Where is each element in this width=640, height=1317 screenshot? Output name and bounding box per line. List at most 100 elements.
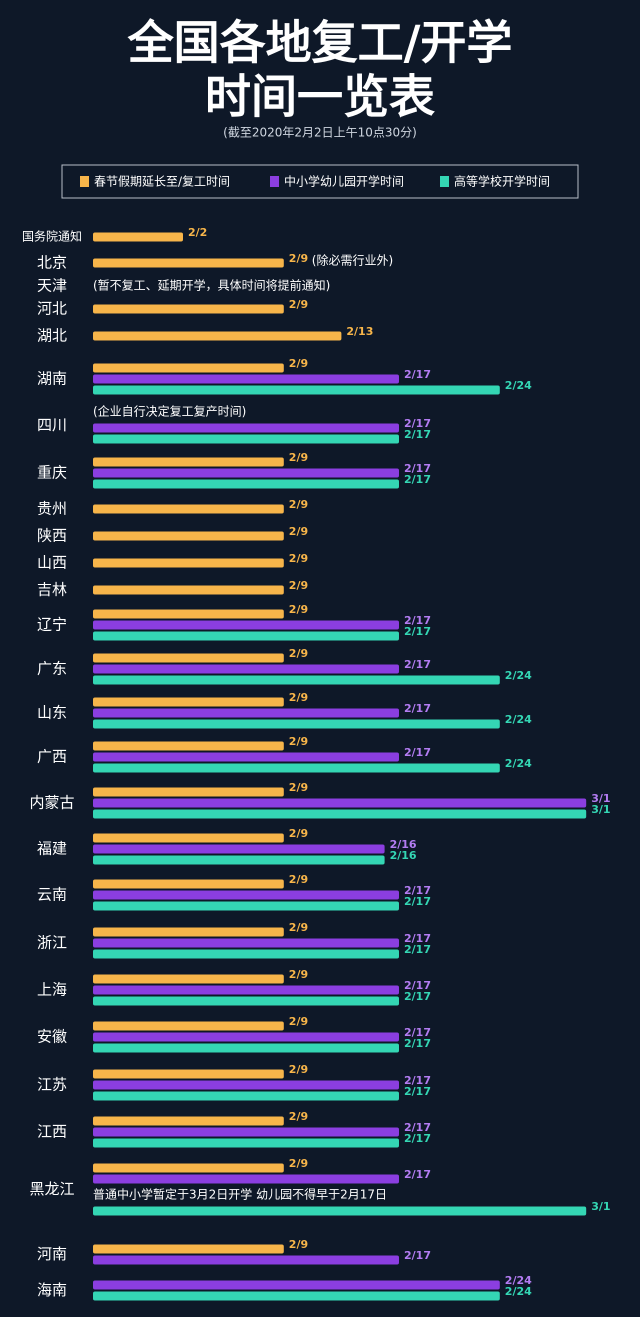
bar (93, 385, 500, 395)
bar (93, 1206, 587, 1216)
bar (93, 1080, 399, 1090)
bar (93, 890, 399, 900)
value-label: 2/9 (289, 921, 308, 934)
bar (93, 938, 399, 948)
value-label: 2/9 (289, 968, 308, 981)
row-label: 山东 (37, 704, 67, 722)
row-label: 浙江 (37, 934, 67, 952)
bar (93, 1127, 399, 1137)
value-label: 2/24 (505, 757, 532, 770)
bar (93, 901, 399, 911)
value-label: 2/17 (404, 658, 431, 671)
value-label: 2/17 (404, 884, 431, 897)
value-label: 2/17 (404, 1249, 431, 1262)
legend-label: 高等学校开学时间 (454, 174, 550, 189)
note: (暂不复工、延期开学，具体时间将提前通知) (93, 278, 330, 293)
value-label: 2/9 (289, 1063, 308, 1076)
bar (93, 363, 284, 373)
row-label: 云南 (37, 886, 67, 904)
row-label: 吉林 (37, 581, 67, 599)
bar (93, 1091, 399, 1101)
value-label: 2/9 (289, 498, 308, 511)
row-label: 重庆 (37, 464, 67, 482)
value-label: 2/2 (188, 226, 207, 239)
bar (93, 1280, 500, 1290)
bar (93, 468, 399, 478)
legend-label: 中小学幼儿园开学时间 (284, 174, 404, 189)
bar (93, 558, 284, 568)
bar (93, 331, 342, 341)
value-label: 2/17 (404, 1085, 431, 1098)
row-label: 上海 (37, 981, 67, 999)
value-label: 2/9 (289, 579, 308, 592)
value-label: 3/1 (591, 792, 610, 805)
row-label: 四川 (37, 416, 67, 434)
value-label: 2/17 (404, 943, 431, 956)
value-label: 2/24 (505, 1285, 532, 1298)
bar (93, 258, 284, 268)
bar (93, 809, 587, 819)
value-label: 2/9 (289, 1015, 308, 1028)
row-label: 安徽 (37, 1028, 67, 1046)
value-label: 2/17 (404, 746, 431, 759)
value-label: 2/9 (289, 691, 308, 704)
legend-swatch (440, 176, 449, 187)
row-label: 内蒙古 (29, 794, 74, 812)
row-label: 山西 (37, 554, 67, 572)
value-label: 2/17 (404, 1168, 431, 1181)
row-label: 贵州 (37, 500, 67, 518)
bar (93, 708, 399, 718)
bar (93, 675, 500, 685)
bar (93, 232, 183, 242)
bar (93, 504, 284, 514)
legend-box (61, 164, 579, 199)
row-label: 黑龙江 (29, 1180, 74, 1198)
value-label: 2/24 (505, 1274, 532, 1287)
value-label: 2/16 (390, 849, 417, 862)
value-label: 2/13 (346, 325, 373, 338)
value-label: 2/17 (404, 990, 431, 1003)
chart-title-line2: 时间一览表 (205, 70, 435, 124)
row-label: 河北 (37, 300, 67, 318)
row-label: 江苏 (37, 1076, 67, 1094)
value-label: 2/9 (289, 1238, 308, 1251)
bar (93, 457, 284, 467)
value-label: 2/9 (289, 1157, 308, 1170)
bar (93, 609, 284, 619)
bar (93, 787, 284, 797)
value-label: 2/17 (404, 1074, 431, 1087)
bar (93, 653, 284, 663)
bar (93, 1163, 284, 1173)
value-label: 2/9 (289, 252, 308, 265)
bar (93, 531, 284, 541)
bar (93, 844, 385, 854)
bar (93, 631, 399, 641)
bar (93, 798, 587, 808)
row-label: 辽宁 (37, 616, 67, 634)
bar (93, 763, 500, 773)
bar (93, 974, 284, 984)
value-label: 2/17 (404, 1037, 431, 1050)
row-label: 北京 (37, 254, 67, 272)
value-label: 2/9 (289, 873, 308, 886)
bar (93, 752, 399, 762)
value-label: 2/17 (404, 428, 431, 441)
bar (93, 1032, 399, 1042)
value-label: 2/9 (289, 647, 308, 660)
row-label: 广东 (37, 660, 67, 678)
bar (93, 855, 385, 865)
bar (93, 985, 399, 995)
value-label: 2/17 (404, 1121, 431, 1134)
bar (93, 1138, 399, 1148)
value-label: 2/17 (404, 417, 431, 430)
value-label: 2/24 (505, 379, 532, 392)
bar (93, 479, 399, 489)
row-label: 湖南 (37, 370, 67, 388)
bar (93, 741, 284, 751)
bar (93, 1174, 399, 1184)
legend-swatch (270, 176, 279, 187)
value-label: 2/9 (289, 781, 308, 794)
value-label: 3/1 (591, 803, 610, 816)
value-label: 2/17 (404, 614, 431, 627)
